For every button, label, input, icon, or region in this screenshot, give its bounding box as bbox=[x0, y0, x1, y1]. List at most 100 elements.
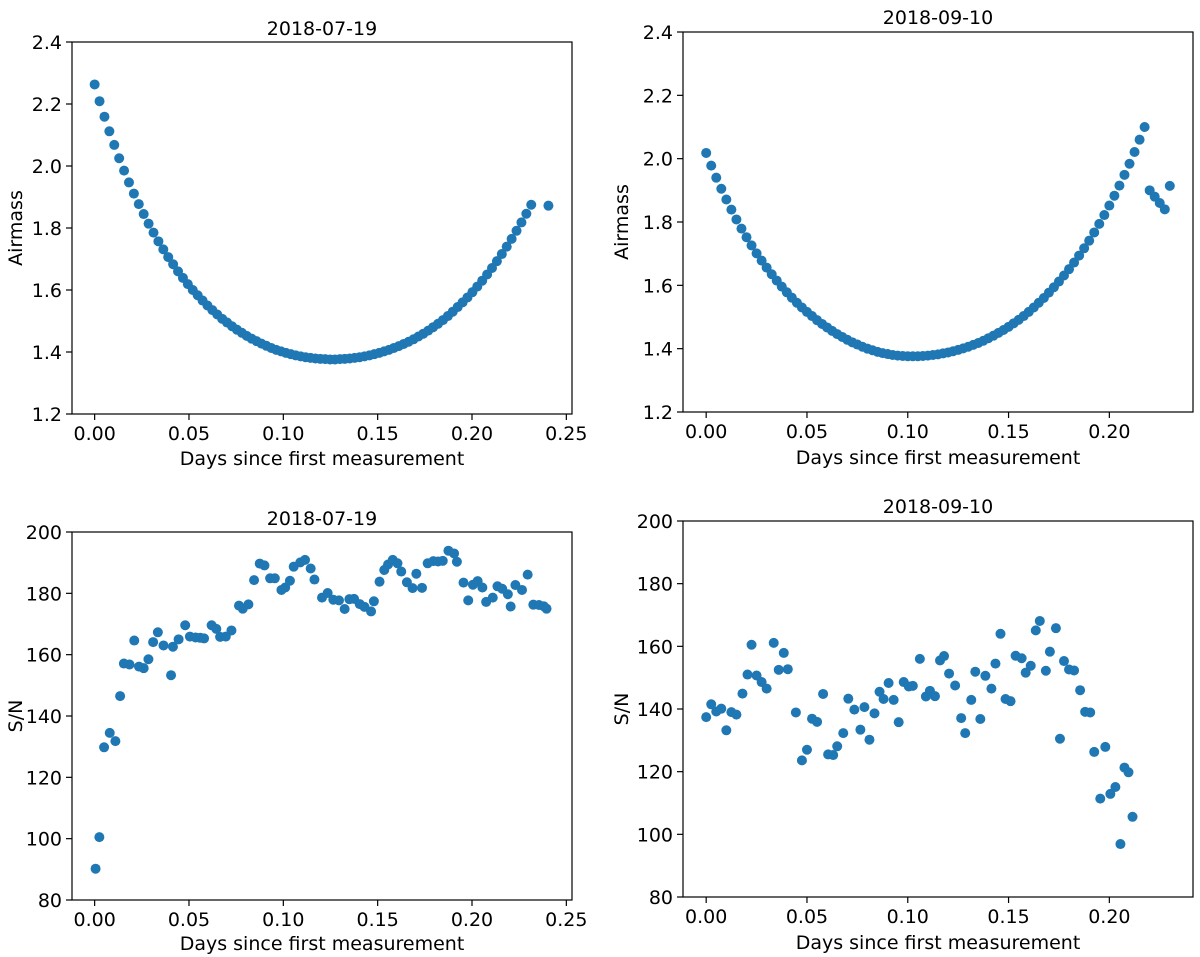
data-point bbox=[929, 691, 940, 702]
x-axis-label: Days since first measurement bbox=[796, 447, 1081, 469]
data-point bbox=[143, 218, 154, 229]
panel-title: 2018-09-10 bbox=[883, 496, 993, 518]
data-point bbox=[1020, 667, 1031, 678]
data-point bbox=[1095, 793, 1106, 804]
data-point bbox=[417, 582, 427, 593]
data-point bbox=[259, 560, 270, 571]
data-point bbox=[94, 96, 105, 107]
y-tick-label: 2.2 bbox=[32, 94, 62, 116]
data-point bbox=[451, 556, 462, 567]
data-point bbox=[731, 214, 742, 225]
data-point bbox=[1127, 811, 1138, 822]
data-point bbox=[975, 714, 986, 725]
data-point bbox=[1069, 665, 1080, 676]
data-point bbox=[956, 713, 967, 724]
data-point bbox=[701, 712, 712, 723]
y-tick-label: 2.4 bbox=[32, 32, 62, 54]
x-tick-label: 0.10 bbox=[262, 423, 304, 445]
data-point bbox=[148, 227, 159, 238]
x-axis-label: Days since first measurement bbox=[796, 932, 1081, 954]
data-point bbox=[864, 734, 875, 745]
data-point bbox=[855, 724, 866, 735]
data-point bbox=[1134, 134, 1145, 145]
data-point bbox=[768, 637, 779, 648]
y-tick-label: 180 bbox=[637, 574, 673, 596]
data-point bbox=[706, 699, 717, 710]
data-point bbox=[109, 139, 120, 150]
data-point bbox=[463, 595, 474, 606]
data-point bbox=[1034, 615, 1045, 626]
data-point bbox=[741, 232, 752, 243]
data-point bbox=[711, 172, 722, 183]
data-point bbox=[1094, 218, 1105, 229]
data-point bbox=[396, 566, 407, 577]
data-point bbox=[1104, 200, 1115, 211]
x-tick-label: 0.15 bbox=[987, 421, 1029, 443]
data-point bbox=[1115, 839, 1126, 850]
y-axis-label: Airmass bbox=[5, 190, 27, 266]
x-tick-label: 0.15 bbox=[357, 909, 399, 931]
data-point bbox=[746, 240, 757, 251]
y-tick-label: 1.6 bbox=[32, 280, 62, 302]
data-point bbox=[980, 670, 991, 681]
y-tick-label: 200 bbox=[637, 511, 673, 533]
x-tick-label: 0.10 bbox=[887, 906, 929, 928]
data-point bbox=[1109, 190, 1120, 201]
y-tick-label: 1.4 bbox=[32, 342, 62, 364]
y-axis-label: Airmass bbox=[611, 184, 633, 260]
data-point bbox=[114, 153, 125, 164]
y-tick-label: 160 bbox=[26, 645, 62, 667]
data-point bbox=[211, 623, 222, 634]
data-point bbox=[751, 248, 762, 259]
panel-title: 2018-07-19 bbox=[267, 18, 377, 40]
data-point bbox=[1075, 685, 1086, 696]
y-tick-label: 100 bbox=[26, 829, 62, 851]
data-point bbox=[543, 200, 554, 211]
data-point bbox=[99, 111, 110, 122]
data-point bbox=[706, 160, 717, 171]
data-point bbox=[511, 225, 522, 236]
axes-frame bbox=[682, 520, 1194, 898]
data-point bbox=[731, 709, 742, 720]
y-tick-label: 120 bbox=[26, 767, 62, 789]
data-point bbox=[110, 736, 121, 747]
data-point bbox=[90, 863, 101, 874]
data-point bbox=[737, 688, 748, 699]
data-point bbox=[243, 599, 254, 610]
data-point bbox=[411, 568, 422, 579]
data-point bbox=[517, 584, 527, 595]
data-point bbox=[1025, 660, 1036, 671]
data-point bbox=[99, 742, 110, 753]
data-point bbox=[168, 259, 179, 270]
data-point bbox=[153, 236, 164, 247]
x-tick-label: 0.20 bbox=[1088, 421, 1130, 443]
panel-sn-2018-07-19: 2018-07-19 Days since first measurement … bbox=[5, 508, 587, 955]
x-tick-label: 0.20 bbox=[451, 423, 493, 445]
data-point bbox=[1089, 227, 1100, 238]
data-point bbox=[541, 603, 552, 614]
data-point bbox=[1089, 746, 1100, 757]
x-axis-label: Days since first measurement bbox=[180, 448, 465, 470]
data-point bbox=[1099, 210, 1110, 221]
data-point bbox=[828, 750, 839, 761]
data-point bbox=[521, 208, 532, 219]
data-point bbox=[756, 255, 767, 266]
data-point bbox=[173, 634, 184, 645]
x-tick-label: 0.00 bbox=[73, 909, 115, 931]
data-point bbox=[869, 708, 880, 719]
data-point bbox=[1085, 707, 1096, 718]
data-point bbox=[907, 680, 918, 691]
data-point bbox=[104, 126, 115, 137]
data-point bbox=[138, 663, 149, 674]
panel-title: 2018-09-10 bbox=[883, 7, 993, 29]
data-point bbox=[1100, 741, 1111, 752]
data-point bbox=[180, 620, 191, 631]
data-point bbox=[1050, 623, 1061, 634]
data-point bbox=[1016, 653, 1027, 664]
y-tick-label: 80 bbox=[649, 887, 673, 909]
x-tick-label: 0.25 bbox=[545, 423, 587, 445]
data-point bbox=[167, 641, 178, 652]
y-tick-label: 1.2 bbox=[32, 404, 62, 426]
data-point bbox=[94, 832, 105, 843]
data-point bbox=[796, 755, 807, 766]
